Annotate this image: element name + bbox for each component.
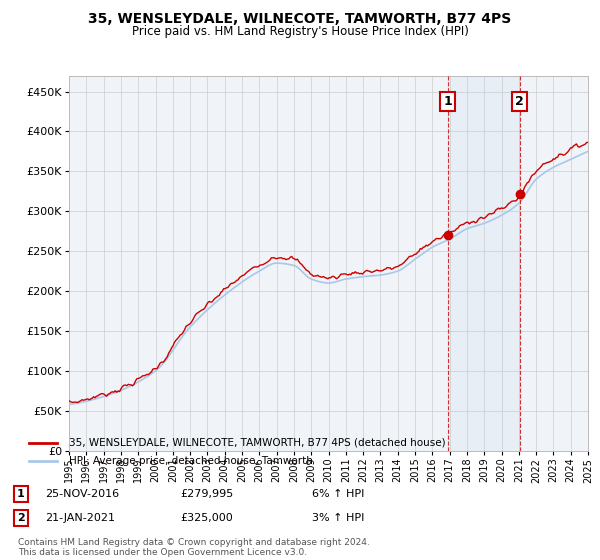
Text: 25-NOV-2016: 25-NOV-2016 [45, 489, 119, 499]
Text: 1: 1 [443, 95, 452, 109]
Bar [448, 76, 520, 451]
Text: 3% ↑ HPI: 3% ↑ HPI [312, 513, 364, 523]
Text: 21-JAN-2021: 21-JAN-2021 [45, 513, 115, 523]
Text: 2: 2 [17, 513, 25, 523]
Text: 2: 2 [515, 95, 524, 109]
Text: Contains HM Land Registry data © Crown copyright and database right 2024.
This d: Contains HM Land Registry data © Crown c… [18, 538, 370, 557]
Text: Price paid vs. HM Land Registry's House Price Index (HPI): Price paid vs. HM Land Registry's House … [131, 25, 469, 38]
Text: 35, WENSLEYDALE, WILNECOTE, TAMWORTH, B77 4PS (detached house): 35, WENSLEYDALE, WILNECOTE, TAMWORTH, B7… [69, 438, 445, 448]
Text: 6% ↑ HPI: 6% ↑ HPI [312, 489, 364, 499]
Text: £325,000: £325,000 [180, 513, 233, 523]
Text: 1: 1 [17, 489, 25, 499]
Text: £279,995: £279,995 [180, 489, 233, 499]
Text: 35, WENSLEYDALE, WILNECOTE, TAMWORTH, B77 4PS: 35, WENSLEYDALE, WILNECOTE, TAMWORTH, B7… [88, 12, 512, 26]
Text: HPI: Average price, detached house, Tamworth: HPI: Average price, detached house, Tamw… [69, 456, 313, 466]
